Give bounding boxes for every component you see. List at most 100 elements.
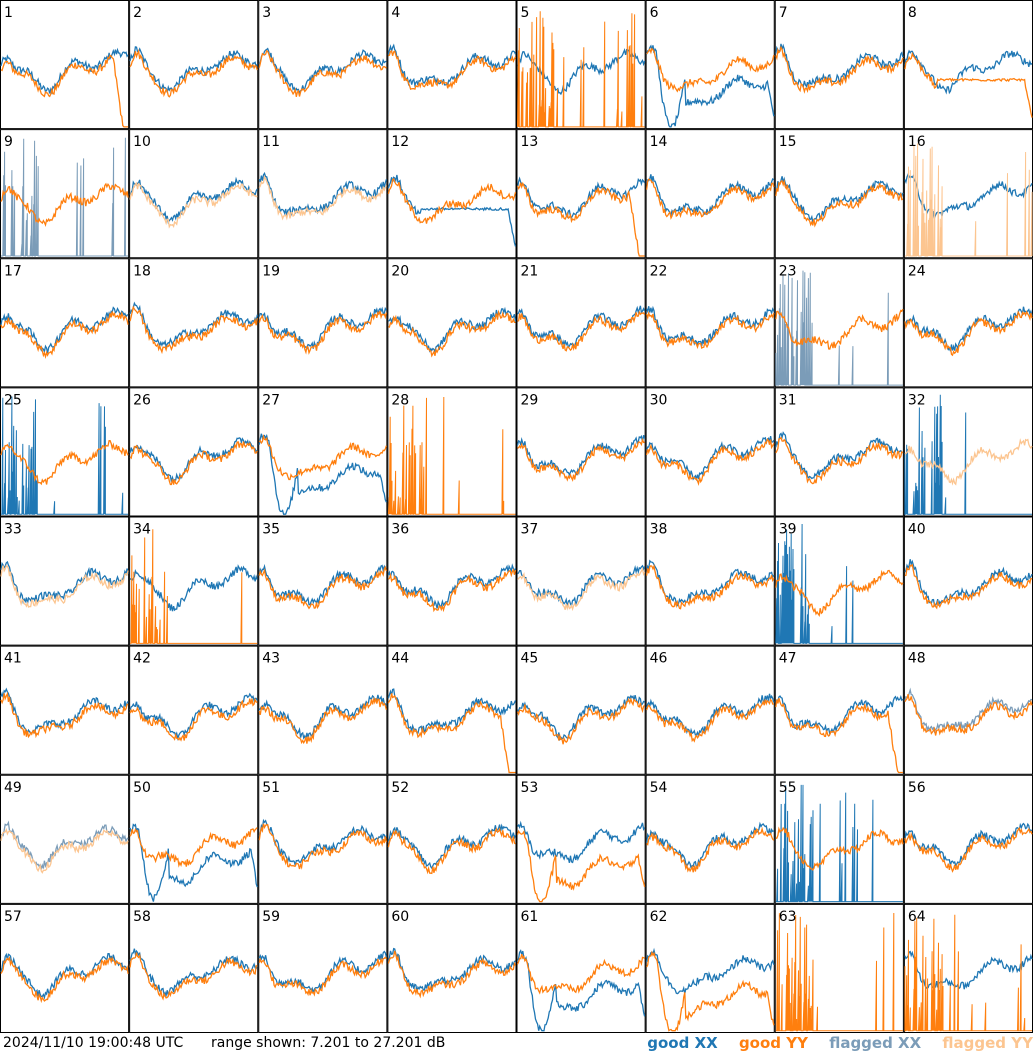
panel-label: 17 (4, 263, 22, 279)
panel-frame (774, 774, 904, 904)
panel-label: 10 (133, 134, 151, 150)
panel-label: 50 (133, 780, 151, 796)
series-yy-line (258, 174, 387, 221)
panel-label: 45 (521, 651, 539, 667)
panel-label: 29 (521, 392, 539, 408)
panel-label: 15 (779, 134, 797, 150)
series-xx-line (0, 952, 129, 1000)
panel-7: 7 (774, 0, 904, 130)
panel-label: 56 (908, 780, 926, 796)
panel-label: 58 (133, 909, 151, 925)
legend-flagged-yy: flagged YY (942, 1034, 1033, 1052)
panel-label: 34 (133, 522, 151, 538)
panel-frame (645, 774, 775, 904)
panel-42: 42 (129, 645, 259, 775)
series-yy-line (904, 914, 1032, 1032)
series-yy-line (258, 696, 388, 745)
panel-frame (516, 258, 646, 388)
panel-27: 27 (258, 387, 388, 517)
series-xx-line (258, 694, 387, 740)
panel-frame (0, 645, 130, 775)
panel-43: 43 (258, 645, 388, 775)
panel-62: 62 (645, 903, 775, 1033)
panel-label: 13 (521, 134, 539, 150)
panel-48: 48 (903, 645, 1033, 775)
panel-frame (0, 516, 130, 646)
panel-label: 31 (779, 392, 797, 408)
panel-label: 26 (133, 392, 151, 408)
series-xx-line (775, 523, 903, 644)
panel-59: 59 (258, 903, 388, 1033)
panel-label: 5 (521, 5, 530, 21)
series-yy-line (904, 143, 1033, 257)
series-yy-line (775, 179, 904, 228)
panel-label: 4 (391, 5, 400, 21)
series-yy-line (258, 49, 387, 97)
panel-frame (0, 774, 130, 904)
series-xx-line (258, 47, 387, 96)
panel-31: 31 (774, 387, 904, 517)
panel-label: 30 (650, 392, 668, 408)
panel-frame (774, 129, 904, 259)
panel-label: 61 (521, 909, 539, 925)
series-yy-line (258, 956, 387, 997)
panel-label: 3 (262, 5, 271, 21)
panel-26: 26 (129, 387, 259, 517)
panel-label: 47 (779, 651, 797, 667)
panel-4: 4 (387, 0, 517, 130)
panel-8: 8 (903, 0, 1033, 130)
series-yy-line (904, 826, 1033, 873)
series-xx-line (129, 176, 258, 225)
legend-flagged-xx: flagged XX (829, 1034, 922, 1052)
series-yy-line (0, 691, 129, 739)
series-yy-line (646, 950, 775, 1032)
series-xx-line (516, 176, 646, 219)
series-yy-line (129, 697, 258, 742)
series-yy-line (387, 950, 517, 999)
series-yy-line (775, 45, 904, 94)
series-yy-line (775, 698, 903, 774)
series-yy-line (129, 441, 258, 486)
panel-label: 6 (650, 5, 659, 21)
panel-16: 16 (903, 129, 1033, 259)
panel-label: 57 (4, 909, 22, 925)
panel-frame (129, 903, 259, 1033)
series-yy-line (387, 693, 516, 774)
panel-frame (903, 645, 1033, 775)
series-yy-line (516, 829, 646, 903)
panel-19: 19 (258, 258, 388, 388)
panel-frame (774, 516, 904, 646)
panel-frame (258, 0, 388, 130)
series-yy-line (904, 563, 1033, 610)
series-xx-line (0, 560, 129, 605)
panel-label: 44 (391, 651, 409, 667)
panel-frame (0, 0, 130, 130)
panel-label: 46 (650, 651, 668, 667)
panel-22: 22 (645, 258, 775, 388)
series-xx-line (904, 49, 1033, 95)
panel-label: 35 (262, 522, 280, 538)
panel-60: 60 (387, 903, 517, 1033)
panel-50: 50 (129, 774, 259, 904)
series-yy-line (258, 823, 388, 870)
panel-frame (0, 129, 130, 259)
series-xx-line (1, 396, 129, 515)
series-yy-line (775, 826, 904, 871)
panel-frame (903, 774, 1033, 904)
panel-label: 48 (908, 651, 926, 667)
panel-44: 44 (387, 645, 517, 775)
series-xx-line (0, 306, 129, 354)
panel-24: 24 (903, 258, 1033, 388)
panel-label: 52 (391, 780, 409, 796)
panel-label: 36 (391, 522, 409, 538)
panel-3: 3 (258, 0, 388, 130)
series-yy-line (0, 311, 129, 359)
series-xx-line (0, 687, 129, 735)
panel-17: 17 (0, 258, 130, 388)
panel-label: 23 (779, 263, 797, 279)
panel-46: 46 (645, 645, 775, 775)
panel-45: 45 (516, 645, 646, 775)
panel-frame (774, 387, 904, 517)
panel-frame (129, 774, 259, 904)
